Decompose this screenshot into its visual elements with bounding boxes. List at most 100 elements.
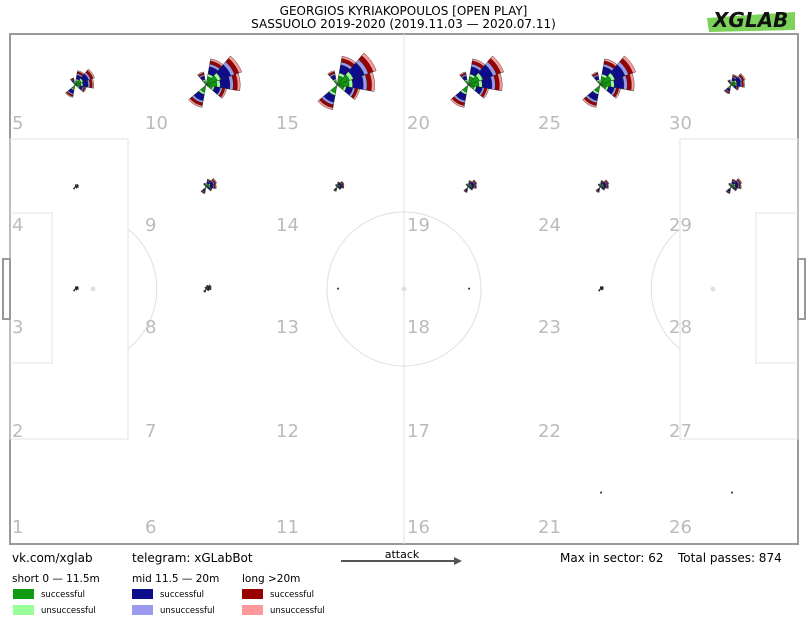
zone-label-27: 27: [669, 421, 692, 442]
legend-short-successful-swatch: [13, 589, 34, 599]
zone-label-1: 1: [12, 517, 23, 538]
rose-sector-19-4-5: [463, 190, 468, 193]
rose-sector-10-2-5: [220, 88, 227, 99]
rose-sector-29-0-5: [737, 177, 742, 184]
rose-sector-25-1-5: [629, 73, 635, 92]
right-arc: [650, 228, 681, 350]
attack-arrow: [341, 557, 462, 565]
rose-sector-20-5-5: [459, 71, 467, 76]
zone-label-16: 16: [407, 517, 430, 538]
rose-sector-20-2-5: [482, 88, 489, 99]
pass-rose-zone-14: [333, 180, 345, 192]
rose-sector-5-2-5: [82, 86, 87, 93]
pass-rose-zone-29: [725, 177, 742, 194]
legend-mid-unsuccessful-swatch: [132, 605, 153, 615]
rose-sector-4-0-5: [76, 183, 79, 187]
pass-rose-zone-3: [72, 285, 79, 292]
rose-sector-3-2-5: [76, 289, 78, 291]
rose-sector-19-1-5: [475, 183, 477, 189]
zone-label-3: 3: [12, 317, 23, 338]
zone-label-5: 5: [12, 113, 23, 134]
right-six-yard-box: [755, 212, 799, 364]
logo-text: XGLAB: [711, 8, 788, 32]
legend-short-unsuccessful: unsuccessful: [41, 606, 96, 616]
rose-sector-25-0-5: [622, 55, 636, 74]
rose-sector-30-2-5: [736, 86, 740, 91]
rose-sector-15-3-5: [341, 55, 357, 65]
rose-sector-8-2-5: [207, 289, 210, 292]
rose-sector-8-1-5: [210, 286, 212, 291]
zone-label-29: 29: [669, 215, 692, 236]
rose-sector-23-4-5: [597, 290, 600, 292]
legend-mid-successful-swatch: [132, 589, 153, 599]
rose-sector-3-3-5: [75, 286, 77, 288]
rose-sector-10-5-5: [197, 71, 205, 76]
rose-sector-24-3-5: [600, 180, 605, 183]
rose-sector-15-0-5: [361, 52, 377, 73]
rose-sector-14-1-5: [342, 184, 345, 189]
legend-long-label: long >20m: [242, 573, 301, 585]
pass-rose-zone-21: [599, 491, 603, 494]
pitch-lines: [2, 33, 806, 545]
rose-sector-9-2-5: [210, 187, 213, 192]
pass-rose-zone-4: [72, 183, 79, 190]
zone-label-8: 8: [145, 317, 156, 338]
rose-sector-9-3-5: [207, 178, 212, 182]
centre-spot: [401, 286, 407, 292]
legend-long-successful: successful: [270, 590, 314, 600]
zone-label-25: 25: [538, 113, 561, 134]
zone-label-28: 28: [669, 317, 692, 338]
zone-label-6: 6: [145, 517, 156, 538]
rose-sector-24-5-5: [597, 183, 600, 185]
pass-rose-zone-30: [723, 73, 746, 95]
chart-subtitle: SASSUOLO 2019-2020 (2019.11.03 — 2020.07…: [251, 17, 556, 31]
rose-sector-24-2-5: [603, 187, 606, 191]
rose-sector-4-4-5: [72, 188, 75, 190]
left-penalty-spot: [90, 286, 96, 292]
rose-sector-5-4-5: [65, 92, 74, 98]
rose-sector-20-1-5: [497, 73, 503, 92]
zone-label-9: 9: [145, 215, 156, 236]
rose-sector-25-2-5: [614, 88, 621, 99]
rose-sector-10-4-5: [188, 98, 203, 108]
zone-label-26: 26: [669, 517, 692, 538]
max-in-sector: Max in sector: 62: [560, 551, 664, 565]
pass-rose-zone-5: [65, 68, 95, 98]
rose-sector-3-0-5: [76, 285, 79, 289]
pass-rose-zone-26: [730, 491, 734, 494]
zone-label-22: 22: [538, 421, 561, 442]
rose-sector-23-3-5: [600, 286, 602, 288]
legend-long-unsuccessful: unsuccessful: [270, 606, 325, 616]
rose-sector-23-0-5: [601, 285, 604, 289]
rose-sector-24-0-5: [605, 179, 610, 185]
zone-label-30: 30: [669, 113, 692, 134]
rose-sector-8-5-5: [204, 286, 206, 288]
pass-rose-zone-24: [595, 179, 610, 193]
pass-roses: [65, 52, 746, 494]
rose-sector-20-4-5: [450, 98, 465, 108]
rose-sector-19-3-5: [468, 180, 473, 183]
pass-rose-zone-18: [467, 287, 471, 290]
rose-sector-29-2-5: [735, 187, 738, 192]
legend-short-label: short 0 — 11.5m: [12, 573, 100, 585]
chart-title: GEORGIOS KYRIAKOPOULOS [OPEN PLAY]: [279, 4, 528, 18]
legend-mid-label: mid 11.5 — 20m: [132, 573, 220, 585]
rose-sector-25-5-5: [591, 71, 599, 76]
zone-label-10: 10: [145, 113, 168, 134]
left-penalty-area: [9, 138, 129, 440]
legend-mid-unsuccessful: unsuccessful: [160, 606, 215, 616]
rose-sector-25-3-5: [604, 58, 618, 67]
rose-sector-5-5-5: [70, 77, 75, 81]
rose-sector-14-5-5: [335, 184, 337, 186]
zone-label-13: 13: [276, 317, 299, 338]
centre-circle: [326, 211, 482, 367]
rose-sector-30-0-5: [739, 73, 746, 81]
rose-sector-29-3-5: [732, 178, 737, 182]
rose-sector-9-1-5: [214, 183, 217, 190]
right-goal: [797, 258, 806, 320]
pass-rose-zone-23: [597, 285, 604, 292]
rose-sector-30-4-5: [723, 90, 730, 95]
legend-short-unsuccessful-swatch: [13, 605, 34, 615]
rose-sector-30-5-5: [727, 79, 731, 82]
pass-rose-zone-10: [188, 55, 242, 108]
